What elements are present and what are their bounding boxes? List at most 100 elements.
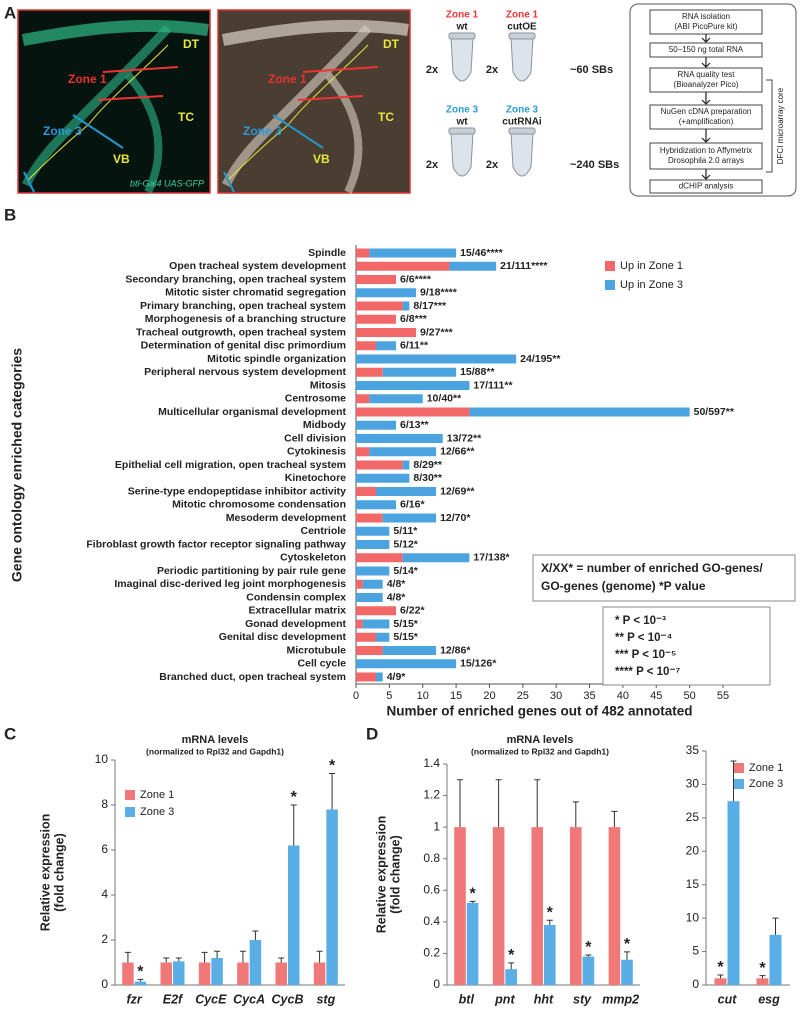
bar-segment (356, 460, 403, 470)
category-label: Determination of genital disc primordium (141, 340, 346, 352)
error-bar (252, 930, 259, 940)
bar (288, 845, 300, 985)
x-tick-label: 15 (450, 690, 462, 702)
y-tick-label: 4 (101, 887, 108, 901)
bar-segment (356, 314, 397, 324)
x-tick-label: fzr (127, 992, 143, 1006)
significance-mark: * (717, 959, 724, 976)
significance-mark: * (137, 964, 144, 981)
y-tick-label: 0.6 (423, 882, 440, 896)
zone-line (297, 95, 364, 101)
bar (727, 801, 740, 985)
bar (198, 962, 211, 985)
x-tick-label: 20 (483, 690, 495, 702)
p-value-key: **** P < 10⁻⁷ (615, 666, 681, 678)
bar (582, 956, 595, 985)
category-label: Open tracheal system development (169, 260, 346, 272)
flow-text: RNA quality test (678, 70, 736, 79)
bar-segment (376, 487, 437, 496)
zone-line (223, 171, 235, 193)
bar-segment (356, 606, 397, 616)
flow-text: (ABI PicoPure kit) (674, 22, 737, 31)
sample-count: 2x (486, 64, 499, 76)
flow-text: dCHIP analysis (679, 182, 734, 191)
y-tick-label: 0 (433, 977, 440, 991)
category-label: Mesoderm development (226, 512, 347, 524)
category-label: Mitotic sister chromatid segregation (165, 287, 346, 299)
bar-segment (356, 540, 390, 549)
bar-label: 4/8* (387, 591, 407, 603)
category-label: Fibroblast growth factor receptor signal… (86, 538, 346, 550)
bar (570, 827, 582, 985)
x-tick-label: pnt (494, 992, 515, 1006)
bar-label: 15/126* (460, 658, 497, 670)
bar-label: 6/8*** (400, 313, 428, 325)
bar-label: 12/69** (440, 485, 475, 497)
bar-segment (356, 420, 397, 430)
error-bar (316, 950, 323, 963)
error-bar (239, 950, 246, 963)
chart-title: mRNA levels (182, 734, 249, 746)
significance-mark: * (291, 789, 298, 806)
legend-swatch (125, 790, 135, 800)
x-tick-label: 45 (650, 690, 662, 702)
y-tick-label: 35 (686, 743, 700, 757)
bar-segment (356, 487, 377, 496)
zone-line (72, 114, 124, 149)
bar-label: 21/111**** (500, 260, 548, 272)
bar-label: 50/597** (694, 406, 735, 418)
flow-step (649, 179, 763, 194)
image-label: Zone 3 (43, 124, 82, 138)
bar-segment (356, 646, 383, 655)
significance-mark: * (508, 947, 515, 964)
bar-label: 5/12* (393, 538, 418, 550)
error-bar (290, 804, 297, 846)
bar-segment (356, 288, 417, 298)
y-tick-label: 15 (686, 877, 700, 891)
panel-label: B (4, 205, 16, 224)
bar-segment (356, 434, 443, 443)
sample-zone: Zone 3 (506, 105, 539, 116)
image-label: Zone 1 (268, 72, 307, 86)
sample-zone: Zone 1 (506, 10, 539, 21)
category-label: Cell division (284, 432, 346, 444)
error-bar (163, 957, 170, 963)
category-label: Imaginal disc-derived leg joint morphoge… (114, 578, 346, 590)
legend-label: Up in Zone 3 (620, 279, 683, 291)
error-bar (572, 801, 579, 828)
bar (466, 902, 479, 985)
sample-genotype: cutOE (507, 22, 537, 33)
bar (621, 959, 633, 985)
tube (450, 37, 474, 82)
bar-segment (356, 381, 470, 390)
p-value-key: ** P < 10⁻⁴ (615, 632, 673, 644)
y-tick-label: 0.8 (423, 851, 440, 865)
sample-size: ~240 SBs (570, 159, 619, 171)
bar-segment (402, 301, 410, 311)
x-tick-label: 55 (717, 690, 729, 702)
x-tick-label: esg (758, 992, 780, 1006)
note-text: X/XX* = number of enriched GO-genes/ (541, 561, 763, 575)
y-axis-title: Relative expression (374, 816, 388, 933)
y-tick-label: 0 (692, 977, 699, 991)
error-bar (534, 779, 541, 828)
bar-label: 5/14* (393, 565, 418, 577)
flow-text: Drosophila 2.0 arrays (668, 156, 744, 165)
category-label: Serine-type endopeptidase inhibitor acti… (128, 485, 346, 497)
legend-swatch (605, 280, 615, 290)
category-label: Multicellular organismal development (158, 406, 346, 418)
image-label: DT (183, 37, 200, 51)
y-tick-label: 1.2 (423, 788, 440, 802)
flow-step (649, 67, 763, 93)
bar (544, 925, 556, 985)
flow-text: NuGen cDNA preparation (661, 107, 752, 116)
bracket (766, 79, 773, 173)
bar-label: 15/46**** (460, 247, 504, 259)
bar-segment (382, 513, 437, 523)
flow-step (649, 104, 763, 130)
bar-segment (382, 367, 457, 377)
x-tick-label: stg (316, 992, 335, 1006)
bar (313, 962, 326, 985)
bar-segment (356, 593, 383, 602)
